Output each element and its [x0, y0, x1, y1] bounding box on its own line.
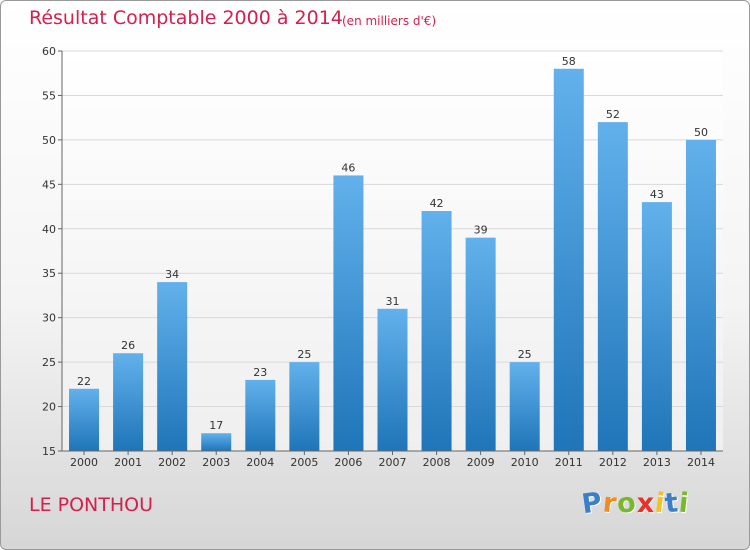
- x-tick-label: 2001: [114, 456, 142, 469]
- y-tick-label: 55: [42, 89, 56, 102]
- value-label: 34: [165, 268, 179, 281]
- x-tick-label: 2003: [202, 456, 230, 469]
- value-label: 25: [518, 348, 532, 361]
- x-tick-label: 2012: [599, 456, 627, 469]
- bar-2003[interactable]: [201, 433, 232, 451]
- bar-2004[interactable]: [245, 379, 276, 451]
- value-label: 17: [209, 419, 223, 432]
- bar-2013[interactable]: [641, 202, 672, 451]
- value-label: 25: [297, 348, 311, 361]
- value-label: 22: [77, 375, 91, 388]
- proxiti-logo[interactable]: Proxiti: [580, 487, 692, 521]
- x-tick-label: 2010: [511, 456, 539, 469]
- chart-subtitle: (en milliers d'€): [342, 14, 437, 28]
- value-label: 52: [606, 108, 620, 121]
- y-tick-label: 20: [42, 401, 56, 414]
- y-tick-label: 30: [42, 312, 56, 325]
- bar-2006[interactable]: [333, 175, 364, 451]
- x-tick-label: 2006: [334, 456, 362, 469]
- x-tick-label: 2009: [467, 456, 495, 469]
- bar-2008[interactable]: [421, 211, 452, 451]
- y-tick-label: 25: [42, 356, 56, 369]
- bars: [69, 68, 716, 452]
- value-label: 46: [341, 161, 355, 174]
- y-tick-label: 45: [42, 178, 56, 191]
- bar-2005[interactable]: [289, 362, 320, 451]
- bar-2001[interactable]: [113, 353, 144, 451]
- y-tick-label: 40: [42, 223, 56, 236]
- x-tick-label: 2002: [158, 456, 186, 469]
- y-tick-label: 35: [42, 267, 56, 280]
- logo-letter: o: [615, 487, 639, 520]
- x-tick-label: 2014: [687, 456, 715, 469]
- bar-2007[interactable]: [377, 308, 408, 451]
- bar-2011[interactable]: [553, 68, 584, 452]
- axes: [58, 50, 723, 455]
- value-label: 26: [121, 339, 135, 352]
- x-tick-label: 2007: [379, 456, 407, 469]
- y-tick-label: 60: [42, 45, 56, 58]
- chart-title: Résultat Comptable 2000 à 2014: [29, 7, 343, 29]
- value-label: 42: [430, 197, 444, 210]
- x-tick-label: 2005: [290, 456, 318, 469]
- bar-2002[interactable]: [157, 282, 188, 451]
- logo-letter: i: [677, 487, 692, 520]
- value-label: 31: [386, 295, 400, 308]
- y-tick-label: 50: [42, 134, 56, 147]
- bar-2014[interactable]: [685, 139, 716, 451]
- commune-name: LE PONTHOU: [29, 494, 154, 516]
- x-tick-label: 2004: [246, 456, 274, 469]
- labels: 15 20 25 30 35 40 45 50 55 60 22 2000 26 2001 34 2002 17…: [42, 45, 715, 469]
- bar-2000[interactable]: [69, 388, 100, 451]
- logo-letter: x: [636, 488, 656, 519]
- x-tick-label: 2008: [423, 456, 451, 469]
- value-label: 23: [253, 366, 267, 379]
- x-tick-label: 2013: [643, 456, 671, 469]
- value-label: 58: [562, 55, 576, 68]
- x-tick-label: 2000: [70, 456, 98, 469]
- value-label: 39: [474, 224, 488, 237]
- bar-2010[interactable]: [509, 362, 540, 451]
- bar-2009[interactable]: [465, 237, 496, 451]
- value-label: 43: [650, 188, 664, 201]
- value-label: 50: [694, 126, 708, 139]
- bar-2012[interactable]: [597, 122, 628, 451]
- x-tick-label: 2011: [555, 456, 583, 469]
- y-tick-label: 15: [42, 445, 56, 458]
